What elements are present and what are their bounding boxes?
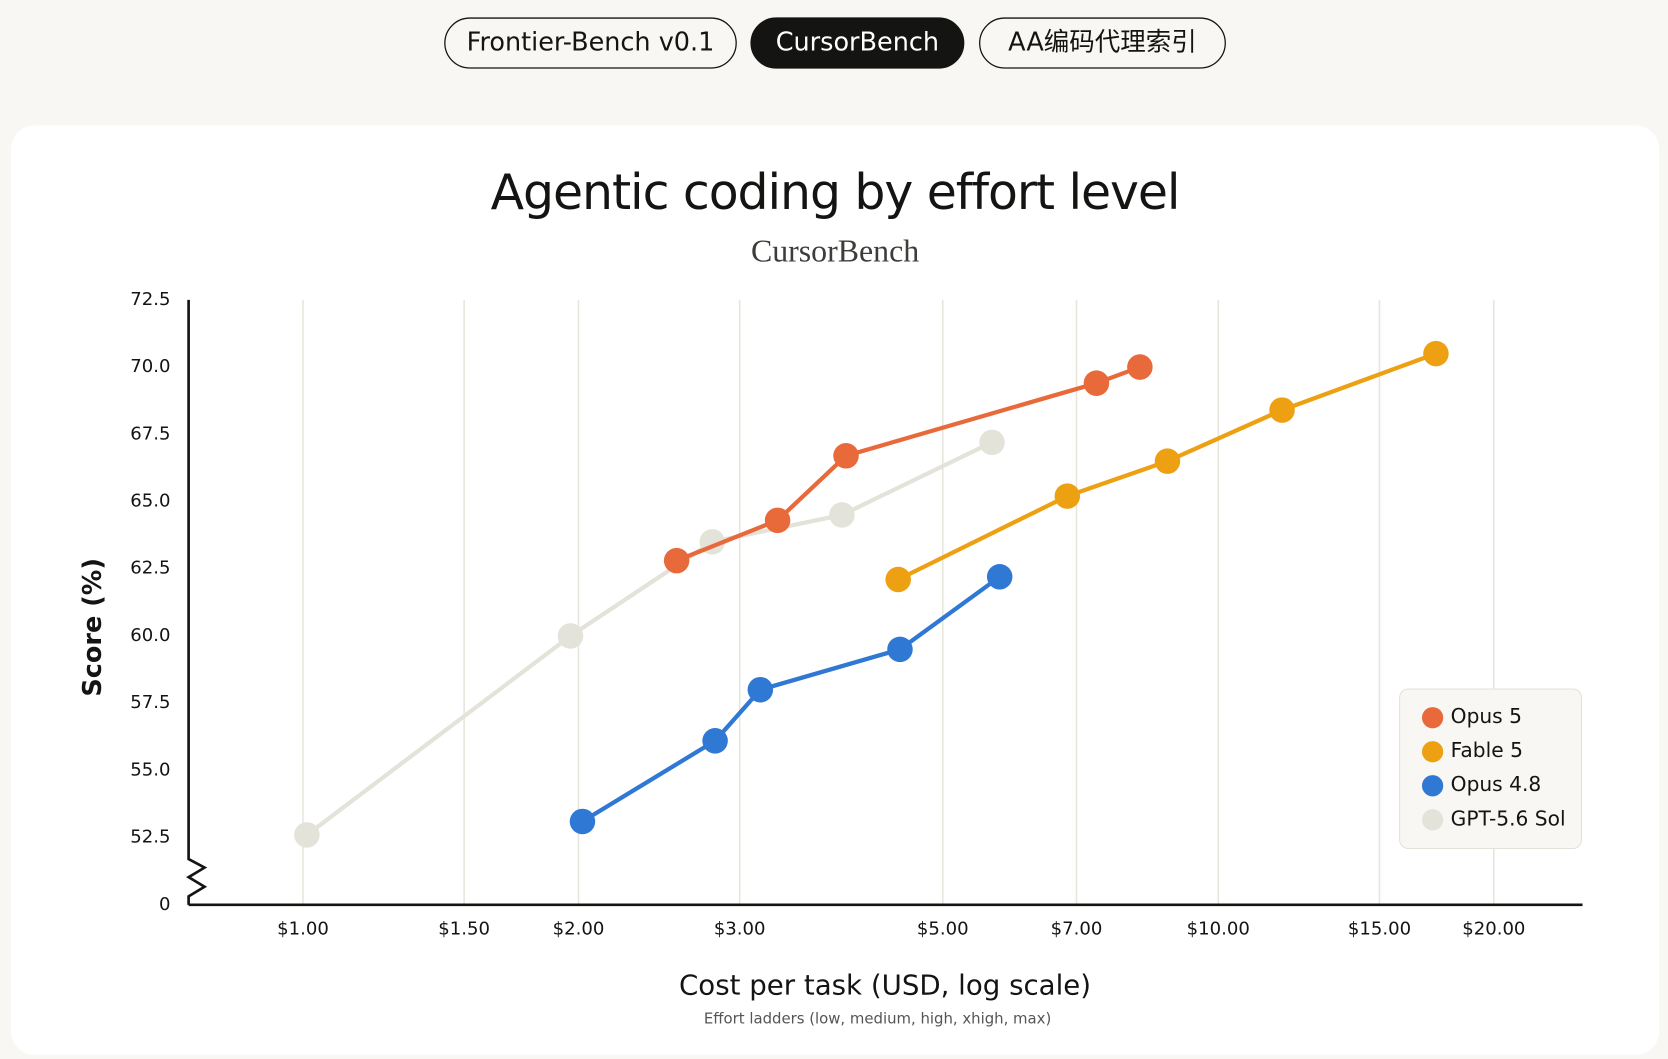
y-axis-label: Score (%)	[78, 558, 108, 697]
data-point	[833, 443, 859, 469]
x-tick-label: $10.00	[1187, 918, 1250, 939]
y-tick-label: 72.5	[130, 289, 170, 310]
tab-label: AA编码代理索引	[1008, 28, 1197, 58]
x-tick-label: $15.00	[1348, 918, 1411, 939]
data-point	[1054, 483, 1081, 509]
legend-label: Opus 5	[1451, 704, 1522, 728]
legend-box	[1399, 688, 1582, 850]
chart-subtitle: CursorBench	[751, 233, 919, 268]
tab[interactable]: Frontier-Bench v0.1	[444, 17, 737, 69]
legend-label: GPT-5.6 Sol	[1451, 806, 1566, 830]
legend-swatch	[1421, 775, 1444, 797]
y-axis	[186, 299, 208, 905]
data-point	[885, 566, 911, 593]
data-point	[1269, 397, 1295, 423]
tab-label: CursorBench	[776, 28, 939, 58]
data-point	[887, 636, 913, 663]
x-tick-label: $7.00	[1051, 918, 1103, 939]
data-point	[569, 808, 596, 835]
y-tick-label: 70.0	[130, 356, 170, 377]
data-point	[986, 564, 1013, 590]
legend-swatch	[1421, 741, 1444, 763]
y-tick-label: 67.5	[130, 423, 170, 444]
data-point	[764, 507, 791, 534]
chart-title: Agentic coding by effort level	[491, 164, 1180, 221]
x-tick-label: $3.00	[714, 918, 766, 939]
tab[interactable]: AA编码代理索引	[979, 17, 1226, 69]
x-axis-label: Cost per task (USD, log scale)	[679, 969, 1091, 1002]
y-tick-label: 52.5	[130, 827, 170, 848]
tab-background	[750, 17, 965, 69]
data-point	[829, 502, 855, 528]
tab-background	[444, 17, 737, 69]
y-tick-label: 0	[159, 894, 171, 915]
data-point	[557, 623, 584, 649]
y-tick-label: 55.0	[130, 759, 170, 780]
tab[interactable]: CursorBench	[750, 17, 965, 69]
card	[11, 125, 1660, 1055]
data-point	[702, 728, 728, 754]
y-tick-label: 57.5	[130, 692, 170, 713]
y-tick-label: 60.0	[130, 625, 170, 646]
x-tick-label: $1.00	[277, 918, 329, 939]
x-tick-label: $2.00	[553, 918, 605, 939]
tab-background	[979, 17, 1226, 69]
legend-label: Fable 5	[1451, 738, 1523, 762]
legend-swatch	[1421, 707, 1444, 729]
x-tick-label: $1.50	[438, 918, 490, 939]
data-point	[979, 429, 1005, 456]
data-point	[1083, 370, 1110, 396]
data-point	[1423, 340, 1449, 367]
chart-note: Effort ladders (low, medium, high, xhigh…	[704, 1010, 1051, 1028]
x-tick-label: $5.00	[917, 918, 969, 939]
x-tick-label: $20.00	[1462, 918, 1525, 939]
y-tick-label: 62.5	[130, 558, 170, 579]
tab-label: Frontier-Bench v0.1	[467, 28, 715, 58]
data-point	[294, 822, 320, 848]
data-point	[1127, 354, 1153, 380]
data-point	[747, 676, 774, 703]
data-point	[1154, 448, 1181, 474]
legend-label: Opus 4.8	[1451, 772, 1542, 796]
data-point	[663, 547, 690, 574]
y-tick-label: 65.0	[130, 491, 170, 512]
legend-swatch	[1421, 809, 1444, 831]
